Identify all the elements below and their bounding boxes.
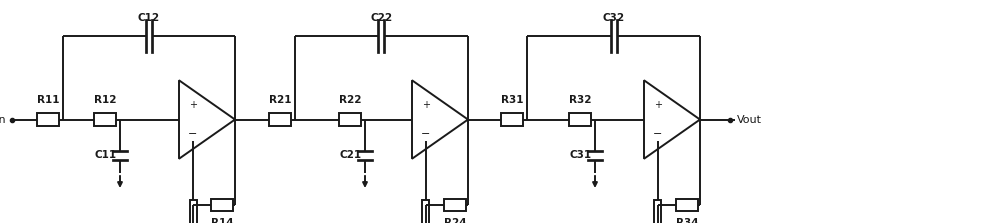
Text: R14: R14 [211,218,233,223]
Text: C12: C12 [138,13,160,23]
Text: +: + [189,100,197,110]
Text: Vin: Vin [0,115,7,124]
Bar [339,113,361,126]
Text: −: − [188,129,198,139]
Polygon shape [412,80,468,159]
Bar [190,200,197,223]
Bar [569,113,591,126]
Text: C22: C22 [370,13,393,23]
Text: Vout: Vout [737,115,762,124]
Text: −: − [653,129,663,139]
Text: R11: R11 [37,95,59,105]
Text: C31: C31 [570,150,592,160]
Text: +: + [654,100,662,110]
Text: −: − [421,129,431,139]
Bar [444,199,466,211]
Bar [654,200,661,223]
Bar [501,113,523,126]
Bar [94,113,116,126]
Text: C32: C32 [602,13,625,23]
Text: R32: R32 [569,95,591,105]
Polygon shape [644,80,700,159]
Text: +: + [422,100,430,110]
Text: R24: R24 [444,218,466,223]
Text: R21: R21 [269,95,291,105]
Text: C21: C21 [340,150,362,160]
Text: R34: R34 [676,218,698,223]
Bar [269,113,291,126]
Polygon shape [179,80,235,159]
Bar [37,113,59,126]
Text: R22: R22 [339,95,361,105]
Bar [422,200,429,223]
Bar [211,199,233,211]
Text: C11: C11 [95,150,117,160]
Text: R31: R31 [501,95,523,105]
Bar [676,199,698,211]
Text: R12: R12 [94,95,116,105]
